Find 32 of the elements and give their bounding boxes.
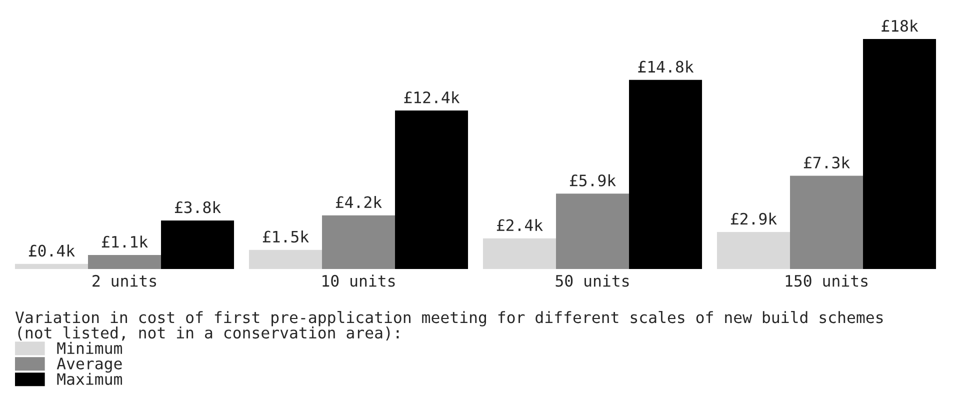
data-label: £12.4k [404, 91, 460, 104]
legend-label: Maximum [57, 372, 122, 385]
bar [790, 176, 864, 269]
bar [716, 232, 790, 269]
bar [14, 264, 88, 269]
data-label: £3.8k [174, 201, 221, 214]
data-label: £4.2k [336, 196, 382, 208]
bar [395, 110, 468, 269]
data-label: £2.9k [730, 212, 777, 225]
data-label: £7.3k [804, 156, 850, 169]
data-label: £5.9k [570, 174, 616, 186]
bar [629, 80, 702, 269]
data-label: £18k [882, 20, 918, 32]
data-label: £0.4k [28, 244, 75, 257]
legend-label: Minimum [57, 342, 122, 354]
legend-label: Average [56, 358, 122, 373]
bar [322, 215, 396, 269]
x-tick-label: 50 units [556, 274, 629, 287]
bar [556, 194, 630, 269]
legend-title: Variation in cost of first pre-application meeting for different scales of new build schemes (not listed, not in a conservation area): [15, 311, 883, 341]
bar [88, 254, 162, 269]
data-label: £14.8k [638, 60, 694, 73]
data-label: £1.1k [102, 236, 148, 248]
bar [482, 238, 556, 269]
data-label: £1.5k [262, 230, 309, 243]
x-tick-label: 10 units [322, 274, 395, 287]
x-tick-label: 2 units [92, 274, 156, 287]
bar [161, 220, 234, 269]
x-tick-label: 150 units [786, 274, 868, 287]
bar [863, 39, 936, 269]
data-label: £2.4k [496, 218, 543, 231]
bar [248, 250, 322, 269]
